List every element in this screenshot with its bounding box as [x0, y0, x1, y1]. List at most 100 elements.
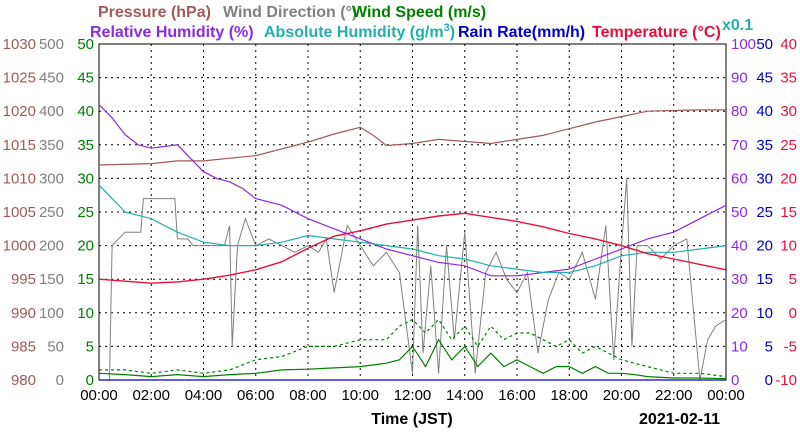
series-line-temperature-c [98, 212, 727, 284]
tick-label-temperature: -5 [784, 338, 797, 355]
legend-rain-rate: Rain Rate(mm/h) [458, 24, 585, 41]
rain-scale-note: x0.1 [722, 17, 753, 34]
legend-wind-speed: Wind Speed (m/s) [352, 4, 486, 21]
tick-label-wind-speed: 30 [77, 170, 94, 187]
tick-label-time: 16:00 [498, 387, 536, 404]
tick-label-relative-humidity: 40 [731, 238, 748, 255]
tick-label-temperature: 20 [780, 170, 797, 187]
tick-label-pressure: 990 [11, 305, 36, 322]
tick-label-wind-speed: 40 [77, 103, 94, 120]
x-axis-label: Time (JST) [371, 411, 453, 428]
legend-absolute-humidity-sup: 3 [444, 22, 450, 34]
series-layer [98, 104, 727, 381]
tick-label-time: 02:00 [132, 387, 170, 404]
tick-label-time: 14:00 [446, 387, 484, 404]
tick-label-temperature: 10 [780, 238, 797, 255]
tick-label-time: 22:00 [655, 387, 693, 404]
series-line-wind-speed-m-s [98, 338, 727, 380]
tick-label-wind-speed: 35 [77, 137, 94, 154]
tick-label-temperature: 0 [789, 305, 797, 322]
tick-label-relative-humidity: 80 [731, 103, 748, 120]
tick-label-relative-humidity: 30 [731, 271, 748, 288]
legend-temperature: Temperature (°C) [592, 24, 721, 41]
tick-label-wind-speed: 5 [86, 338, 94, 355]
tick-label-wind-direction: 350 [39, 137, 64, 154]
legend-absolute-humidity-main: Absolute Humidity (g/m [264, 24, 444, 41]
tick-label-pressure: 1030 [3, 36, 36, 53]
legend-wind-direction-main: Wind Direction ( [223, 4, 346, 21]
tick-label-rain-rate: 15 [756, 271, 773, 288]
tick-label-pressure: 1015 [3, 137, 36, 154]
tick-label-pressure: 1025 [3, 70, 36, 87]
tick-label-rain-rate: 45 [756, 70, 773, 87]
tick-label-rain-rate: 0 [765, 372, 773, 389]
tick-label-rain-rate: 50 [756, 36, 773, 53]
tick-label-wind-direction: 50 [47, 338, 64, 355]
tick-label-wind-speed: 45 [77, 70, 94, 87]
tick-label-relative-humidity: 90 [731, 70, 748, 87]
legend-relative-humidity: Relative Humidity (%) [90, 24, 254, 41]
tick-label-time: 08:00 [289, 387, 327, 404]
tick-label-wind-direction: 400 [39, 103, 64, 120]
series-line-pressure-hpa [98, 109, 726, 166]
legend-pressure: Pressure (hPa) [98, 4, 211, 21]
tick-label-time: 10:00 [341, 387, 379, 404]
tick-label-pressure: 995 [11, 271, 36, 288]
legend-wind-direction: Wind Direction (°) [223, 4, 357, 21]
legend-wind-direction-end: °) [346, 4, 358, 21]
tick-label-temperature: 25 [780, 137, 797, 154]
tick-label-relative-humidity: 50 [731, 204, 748, 221]
tick-label-wind-direction: 450 [39, 70, 64, 87]
tick-label-rain-rate: 10 [756, 305, 773, 322]
tick-label-pressure: 1005 [3, 204, 36, 221]
date-label: 2021-02-11 [639, 411, 720, 428]
tick-label-relative-humidity: 0 [731, 372, 739, 389]
tick-label-pressure: 980 [11, 372, 36, 389]
tick-label-rain-rate: 30 [756, 170, 773, 187]
tick-labels: 9809859909951000100510101015102010251030… [3, 36, 797, 404]
tick-label-wind-speed: 50 [77, 36, 94, 53]
tick-label-relative-humidity: 100 [731, 36, 756, 53]
tick-label-wind-speed: 0 [86, 372, 94, 389]
tick-label-rain-rate: 35 [756, 137, 773, 154]
tick-label-rain-rate: 5 [765, 338, 773, 355]
tick-label-wind-direction: 300 [39, 170, 64, 187]
legend-absolute-humidity: Absolute Humidity (g/m3) [264, 22, 455, 41]
tick-label-time: 18:00 [550, 387, 588, 404]
tick-label-relative-humidity: 60 [731, 170, 748, 187]
legend-absolute-humidity-end: ) [450, 24, 455, 41]
tick-label-temperature: 30 [780, 103, 797, 120]
tick-label-time: 00:00 [707, 387, 745, 404]
tick-label-time: 00:00 [80, 387, 118, 404]
tick-label-rain-rate: 20 [756, 238, 773, 255]
tick-label-pressure: 1000 [3, 238, 36, 255]
tick-label-wind-direction: 200 [39, 238, 64, 255]
tick-label-wind-speed: 20 [77, 238, 94, 255]
tick-label-wind-direction: 0 [56, 372, 64, 389]
tick-label-relative-humidity: 20 [731, 305, 748, 322]
tick-label-time: 04:00 [185, 387, 223, 404]
tick-label-wind-direction: 150 [39, 271, 64, 288]
tick-label-rain-rate: 40 [756, 103, 773, 120]
tick-label-time: 12:00 [394, 387, 432, 404]
tick-label-rain-rate: 25 [756, 204, 773, 221]
tick-label-temperature: 5 [789, 271, 797, 288]
series-line-absolute-humidity-g-m3 [98, 184, 727, 274]
tick-label-wind-speed: 25 [77, 204, 94, 221]
tick-label-wind-speed: 15 [77, 271, 94, 288]
tick-label-pressure: 1010 [3, 170, 36, 187]
tick-label-temperature: 40 [780, 36, 797, 53]
tick-label-time: 06:00 [237, 387, 275, 404]
tick-label-temperature: 15 [780, 204, 797, 221]
tick-label-temperature: 35 [780, 70, 797, 87]
grid-lines [99, 44, 726, 380]
tick-label-wind-direction: 250 [39, 204, 64, 221]
tick-label-relative-humidity: 70 [731, 137, 748, 154]
tick-label-wind-speed: 10 [77, 305, 94, 322]
tick-label-pressure: 1020 [3, 103, 36, 120]
tick-label-temperature: -10 [775, 372, 797, 389]
tick-label-time: 20:00 [603, 387, 641, 404]
tick-label-pressure: 985 [11, 338, 36, 355]
tick-label-relative-humidity: 10 [731, 338, 748, 355]
